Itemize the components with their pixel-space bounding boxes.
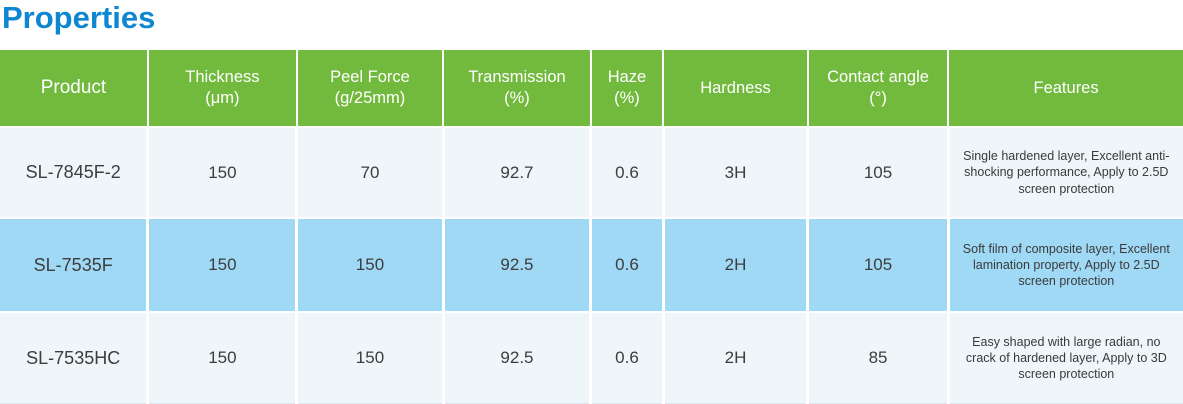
- cell-thickness: 150: [146, 126, 299, 219]
- cell-peel-force: 70: [295, 126, 445, 219]
- column-header-unit: (μm): [205, 89, 240, 107]
- table-header-row: Product Thickness (μm) Peel Force (g/25m…: [0, 50, 1183, 128]
- cell-hardness: 2H: [661, 311, 810, 404]
- column-header-label: Features: [1033, 78, 1099, 97]
- cell-haze: 0.6: [589, 217, 665, 313]
- column-header-haze: Haze (%): [589, 50, 665, 128]
- cell-peel-force: 150: [295, 311, 445, 404]
- column-header-unit: (°): [869, 89, 887, 107]
- table-row: SL-7535F 150 150 92.5 0.6 2H 105 Soft fi…: [0, 217, 1183, 313]
- column-header-label: Peel Force: [330, 68, 410, 87]
- cell-contact-angle: 105: [806, 217, 950, 313]
- column-header-peel-force: Peel Force (g/25mm): [295, 50, 445, 128]
- column-header-thickness: Thickness (μm): [146, 50, 298, 128]
- column-header-hardness: Hardness: [662, 50, 809, 128]
- table-row: SL-7845F-2 150 70 92.7 0.6 3H 105 Single…: [0, 126, 1183, 219]
- column-header-label: Thickness: [185, 68, 260, 87]
- column-header-unit: (%): [614, 89, 640, 107]
- cell-transmission: 92.5: [441, 217, 593, 313]
- column-header-label: Haze: [607, 68, 647, 87]
- column-header-features: Features: [947, 50, 1183, 128]
- cell-thickness: 150: [146, 311, 299, 404]
- cell-features: Single hardened layer, Excellent anti-sh…: [946, 126, 1183, 219]
- page-title: Properties: [2, 0, 156, 35]
- cell-hardness: 3H: [661, 126, 810, 219]
- column-header-unit: (%): [504, 89, 530, 107]
- cell-transmission: 92.5: [441, 311, 593, 404]
- column-header-label: Product: [40, 77, 107, 99]
- cell-product: SL-7535HC: [0, 311, 150, 404]
- column-header-label: Hardness: [700, 78, 771, 97]
- cell-contact-angle: 85: [806, 311, 950, 404]
- cell-contact-angle: 105: [806, 126, 950, 219]
- cell-peel-force: 150: [295, 217, 445, 313]
- cell-haze: 0.6: [589, 126, 665, 219]
- column-header-label: Transmission: [468, 68, 566, 87]
- cell-features: Soft film of composite layer, Excellent …: [946, 217, 1183, 313]
- cell-product: SL-7535F: [0, 217, 150, 313]
- cell-product: SL-7845F-2: [0, 126, 150, 219]
- properties-table: Product Thickness (μm) Peel Force (g/25m…: [0, 50, 1183, 404]
- cell-haze: 0.6: [589, 311, 665, 404]
- table-row: SL-7535HC 150 150 92.5 0.6 2H 85 Easy sh…: [0, 311, 1183, 404]
- column-header-contact-angle: Contact angle (°): [806, 50, 950, 128]
- column-header-transmission: Transmission (%): [442, 50, 592, 128]
- cell-features: Easy shaped with large radian, no crack …: [946, 311, 1183, 404]
- cell-transmission: 92.7: [441, 126, 593, 219]
- cell-thickness: 150: [146, 217, 299, 313]
- column-header-label: Contact angle: [827, 68, 929, 87]
- cell-hardness: 2H: [661, 217, 810, 313]
- column-header-unit: (g/25mm): [334, 89, 406, 107]
- column-header-product: Product: [0, 50, 149, 128]
